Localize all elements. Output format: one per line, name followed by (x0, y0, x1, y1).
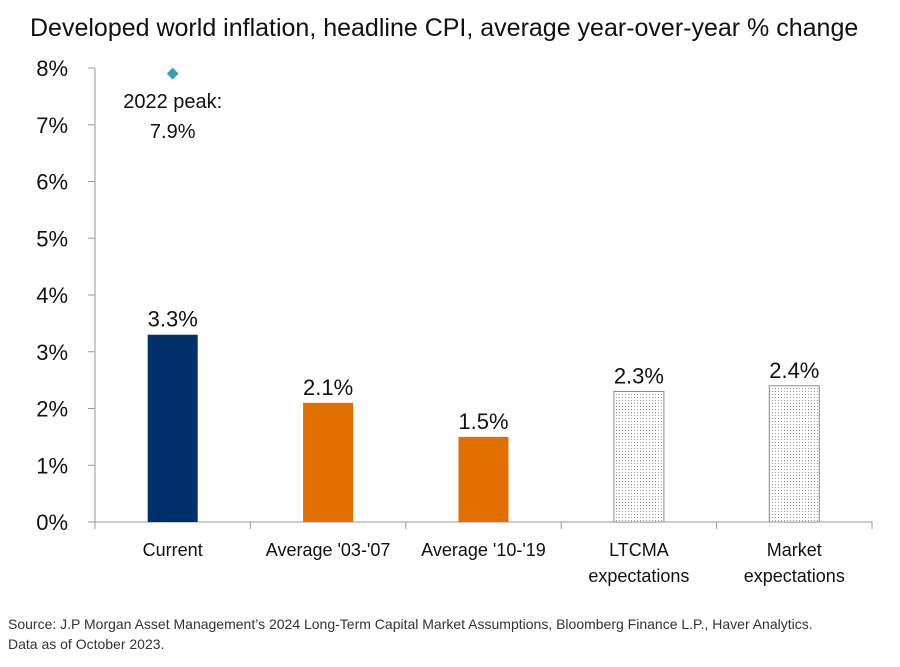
y-tick-label: 1% (36, 453, 68, 478)
y-tick-label: 3% (36, 340, 68, 365)
bar-value-label: 2.4% (769, 358, 819, 383)
bars (147, 334, 820, 523)
bar (613, 390, 665, 523)
category-label: expectations (744, 566, 845, 586)
category-label: Average '10-'19 (421, 540, 546, 560)
y-tick-label: 6% (36, 170, 68, 195)
source-note: Source: J.P Morgan Asset Management’s 20… (8, 614, 892, 654)
bar (147, 334, 198, 522)
y-tick-label: 0% (36, 510, 68, 535)
y-tick-label: 5% (36, 226, 68, 251)
y-tick-label: 8% (36, 56, 68, 81)
bar-value-label: 3.3% (148, 307, 198, 332)
peak-annotation-label: 7.9% (150, 121, 196, 143)
bar-value-label: 2.1% (303, 375, 353, 400)
peak-annotation-label: 2022 peak: (123, 91, 222, 113)
y-tick-label: 2% (36, 397, 68, 422)
y-axis: 0% 1% 2% 3% 4% 5% 6% 7% 8% (36, 56, 96, 535)
y-tick-label: 4% (36, 283, 68, 308)
bar-chart: 0%1%2%3%4%5%6%7%8% 3.3%2.1%1.5%2.3% 2.4% … (36, 56, 873, 586)
peak-annotation: 2022 peak: 7.9% (123, 67, 222, 143)
category-label: Current (143, 540, 203, 560)
bar-value-label: 1.5% (458, 409, 508, 434)
peak-marker (166, 67, 179, 80)
bar (768, 385, 820, 523)
chart-title: Developed world inflation, headline CPI,… (30, 14, 859, 42)
category-label: expectations (588, 566, 689, 586)
category-label: Market (767, 540, 822, 560)
category-labels: Current Average '03-'07 Average '10-'19 LTC… (143, 540, 845, 586)
source-line: Source: J.P Morgan Asset Management’s 20… (8, 616, 813, 632)
bar (458, 436, 509, 522)
category-label: LTCMA (609, 540, 669, 560)
bar (303, 402, 354, 522)
source-line: Data as of October 2023. (8, 636, 165, 652)
x-axis (94, 521, 873, 529)
y-tick-label: 7% (36, 113, 68, 138)
value-labels: 3.3% 2.1% 1.5% 2.3% 2.4% (148, 307, 820, 434)
bar-value-label: 2.3% (614, 363, 664, 388)
category-label: Average '03-'07 (266, 540, 391, 560)
